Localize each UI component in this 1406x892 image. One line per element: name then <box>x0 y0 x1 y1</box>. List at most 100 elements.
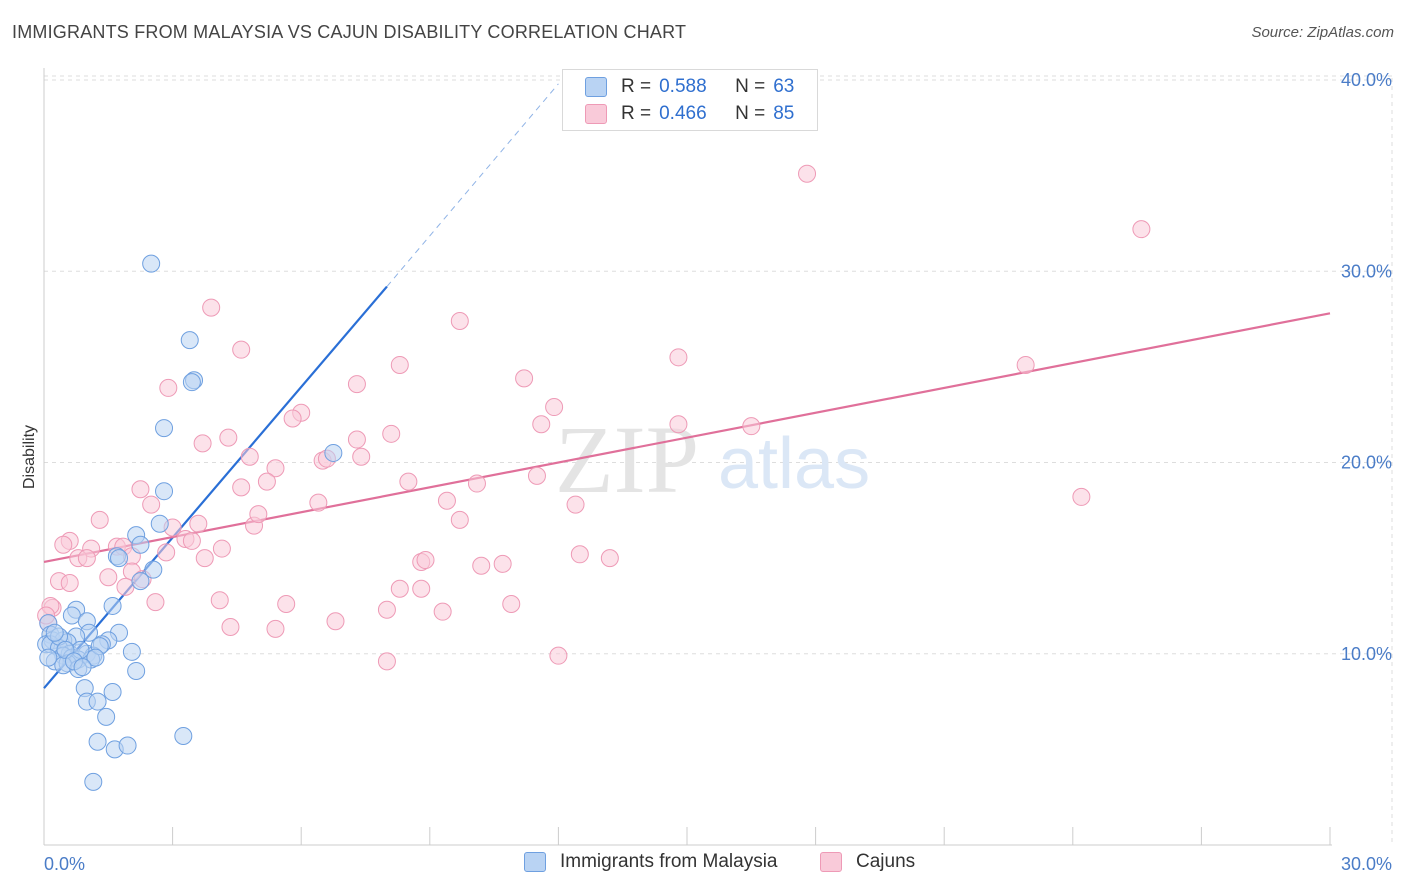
data-point-cajuns <box>390 579 409 598</box>
legend-label-cajuns: Cajuns <box>856 851 916 872</box>
data-point-cajuns <box>249 505 268 524</box>
data-point-malaysia <box>62 606 81 625</box>
data-point-cajuns <box>416 551 435 570</box>
data-point-cajuns <box>390 355 409 374</box>
source-label: Source: ZipAtlas.com <box>1251 24 1394 41</box>
data-point-cajuns <box>399 472 418 491</box>
data-point-cajuns <box>1072 487 1091 506</box>
data-point-cajuns <box>347 375 366 394</box>
legend-item-cajuns[interactable]: Cajuns <box>820 851 915 873</box>
data-point-malaysia <box>144 560 163 579</box>
watermark-atlas: atlas <box>718 424 870 504</box>
data-point-cajuns <box>193 434 212 453</box>
data-point-malaysia <box>324 443 343 462</box>
data-point-cajuns <box>157 543 176 562</box>
data-point-malaysia <box>39 648 58 667</box>
legend-swatch-blue <box>585 77 607 97</box>
data-point-cajuns <box>502 595 521 614</box>
data-point-cajuns <box>232 478 251 497</box>
legend-item-malaysia[interactable]: Immigrants from Malaysia <box>524 851 778 873</box>
data-point-cajuns <box>515 369 534 388</box>
data-point-malaysia <box>103 596 122 615</box>
data-point-cajuns <box>433 602 452 621</box>
data-point-cajuns <box>99 568 118 587</box>
y-tick-label: 20.0% <box>1341 453 1392 473</box>
series-legend: Immigrants from Malaysia Cajuns <box>0 851 1406 879</box>
legend-n-label: N = <box>735 76 766 97</box>
legend-r-value: 0.466 <box>659 103 707 124</box>
data-point-cajuns <box>450 510 469 529</box>
data-point-malaysia <box>180 331 199 350</box>
data-point-cajuns <box>142 495 161 514</box>
data-point-cajuns <box>549 646 568 665</box>
legend-swatch-blue <box>524 852 546 872</box>
x-tick-label: 0.0% <box>44 854 85 874</box>
data-point-cajuns <box>283 409 302 428</box>
data-point-cajuns <box>182 531 201 550</box>
data-point-malaysia <box>118 736 137 755</box>
data-point-malaysia <box>88 732 107 751</box>
data-point-cajuns <box>266 619 285 638</box>
data-point-cajuns <box>412 579 431 598</box>
trend-line-malaysia-extension <box>386 83 559 287</box>
data-point-malaysia <box>110 549 129 568</box>
data-point-cajuns <box>146 593 165 612</box>
legend-n-value: 85 <box>773 103 795 124</box>
data-point-malaysia <box>45 623 64 642</box>
data-point-cajuns <box>116 577 135 596</box>
data-point-malaysia <box>73 658 92 677</box>
data-point-cajuns <box>450 311 469 330</box>
data-point-cajuns <box>545 398 564 417</box>
data-point-cajuns <box>566 495 585 514</box>
data-point-malaysia <box>155 482 174 501</box>
data-point-cajuns <box>219 428 238 447</box>
y-tick-label: 10.0% <box>1341 644 1392 664</box>
data-point-cajuns <box>210 591 229 610</box>
correlation-legend: R = 0.588 N = 63 R = 0.466 N = 85 <box>562 69 818 131</box>
data-point-cajuns <box>195 549 214 568</box>
x-tick-label: 30.0% <box>1341 854 1392 874</box>
data-point-cajuns <box>382 424 401 443</box>
data-point-cajuns <box>377 652 396 671</box>
data-point-cajuns <box>159 378 178 397</box>
data-point-cajuns <box>742 417 761 436</box>
data-point-malaysia <box>131 572 150 591</box>
data-point-cajuns <box>277 595 296 614</box>
legend-n-label: N = <box>735 103 766 124</box>
data-point-cajuns <box>669 348 688 367</box>
data-point-malaysia <box>127 661 146 680</box>
chart-title: IMMIGRANTS FROM MALAYSIA VS CAJUN DISABI… <box>12 22 687 42</box>
y-tick-label: 40.0% <box>1341 70 1392 90</box>
data-point-cajuns <box>90 510 109 529</box>
data-point-cajuns <box>798 164 817 183</box>
data-point-cajuns <box>493 554 512 573</box>
data-point-malaysia <box>84 772 103 791</box>
data-point-cajuns <box>532 415 551 434</box>
tick-labels: 10.0% 20.0% 30.0% 40.0% 0.0% 30.0% <box>44 70 1392 874</box>
data-point-cajuns <box>1016 355 1035 374</box>
data-point-cajuns <box>131 480 150 499</box>
data-point-malaysia <box>97 707 116 726</box>
legend-r-value: 0.588 <box>659 76 707 97</box>
data-point-cajuns <box>527 466 546 485</box>
data-point-cajuns <box>600 549 619 568</box>
data-point-cajuns <box>77 549 96 568</box>
data-point-cajuns <box>1132 220 1151 239</box>
legend-row-cajuns: R = 0.466 N = 85 <box>585 101 794 127</box>
data-point-cajuns <box>437 491 456 510</box>
axes <box>43 68 1332 846</box>
data-point-malaysia <box>182 373 201 392</box>
data-point-cajuns <box>257 472 276 491</box>
data-point-malaysia <box>142 254 161 273</box>
data-point-cajuns <box>232 340 251 359</box>
legend-row-malaysia: R = 0.588 N = 63 <box>585 74 794 100</box>
data-point-cajuns <box>221 617 240 636</box>
data-point-malaysia <box>122 642 141 661</box>
data-point-cajuns <box>377 600 396 619</box>
data-point-cajuns <box>326 612 345 631</box>
data-point-cajuns <box>669 415 688 434</box>
data-points <box>37 164 1151 791</box>
data-point-cajuns <box>212 539 231 558</box>
data-point-cajuns <box>347 430 366 449</box>
data-point-cajuns <box>202 298 221 317</box>
